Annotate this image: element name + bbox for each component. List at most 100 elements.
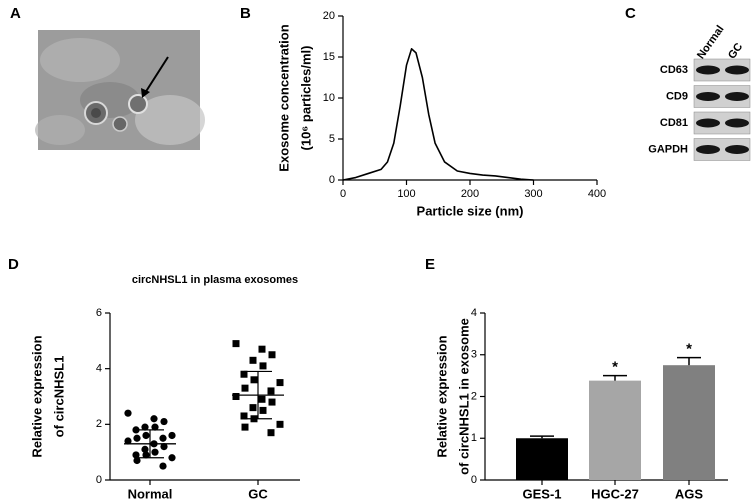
point	[159, 462, 167, 470]
error-bar	[677, 356, 701, 366]
y-tick-label: 5	[329, 133, 335, 145]
x-tick-label: Normal	[128, 486, 173, 501]
y-axis-label: Relative expression	[434, 335, 449, 457]
band	[696, 118, 720, 128]
y-tick-label: 6	[96, 307, 102, 319]
point	[268, 351, 276, 359]
sd-bar	[136, 429, 164, 459]
band	[725, 118, 749, 128]
y-tick-label: 4	[96, 363, 102, 375]
significance: *	[686, 341, 692, 358]
x-tick-label: 400	[588, 188, 606, 200]
point	[151, 423, 159, 431]
y-tick-label: 2	[471, 390, 477, 402]
point	[241, 423, 249, 431]
x-tick-label: 300	[524, 188, 542, 200]
point	[240, 412, 248, 420]
point	[168, 454, 176, 462]
point	[142, 431, 150, 440]
band	[725, 65, 749, 75]
row-label: CD63	[660, 64, 688, 76]
panel-label: C	[625, 5, 636, 22]
point	[241, 384, 249, 392]
blot-strip	[693, 111, 751, 135]
error-bar	[530, 435, 554, 439]
y-tick-label: 15	[323, 51, 335, 63]
point	[160, 443, 168, 451]
y-axis-label: (10⁶ particles/ml)	[298, 46, 313, 151]
tem-image	[35, 30, 205, 150]
y-axis-label: of circNHSL1	[51, 356, 66, 438]
y-tick-label: 20	[323, 10, 335, 22]
point	[232, 340, 240, 348]
x-tick-label: HGC-27	[591, 486, 639, 501]
chart-title: circNHSL1 in plasma exosomes	[132, 274, 298, 286]
point	[132, 451, 140, 459]
band	[725, 92, 749, 101]
point	[259, 406, 267, 414]
y-tick-label: 10	[323, 92, 335, 104]
x-tick-label: 0	[340, 188, 346, 200]
panel-label: A	[10, 5, 21, 22]
y-tick-label: 0	[329, 174, 335, 186]
y-tick-label: 4	[471, 307, 477, 319]
blot: CD63 CD9 CD81 GAPDH	[648, 58, 751, 161]
lane-label: GC	[726, 41, 745, 61]
error-bar	[603, 374, 627, 381]
bar	[589, 380, 641, 480]
y-tick-label: 2	[96, 418, 102, 430]
point	[151, 448, 159, 456]
band	[696, 92, 720, 101]
row-label: GAPDH	[648, 143, 688, 155]
point	[124, 409, 132, 417]
row-label: CD9	[666, 90, 688, 102]
y-axis-label: Exosome concentration	[276, 24, 291, 171]
panel-label: B	[240, 5, 251, 22]
band	[725, 145, 749, 154]
y-tick-label: 1	[471, 432, 477, 444]
point	[232, 393, 240, 400]
point	[276, 420, 284, 428]
x-axis-label: Particle size (nm)	[417, 203, 524, 218]
x-tick-label: 100	[397, 188, 415, 200]
sd-bar	[244, 370, 272, 420]
point	[259, 362, 267, 370]
point	[168, 431, 176, 440]
point	[249, 356, 257, 364]
y-tick-label: 0	[96, 474, 102, 486]
point	[150, 415, 158, 423]
bar	[663, 365, 715, 480]
x-tick-label: GES-1	[522, 486, 561, 501]
point	[159, 434, 167, 442]
point	[276, 379, 284, 387]
point	[250, 376, 258, 384]
x-tick-label: AGS	[675, 486, 704, 501]
point	[268, 398, 276, 406]
point	[160, 417, 168, 426]
y-axis-label: of circNHSL1 in exosome	[456, 318, 471, 475]
bar	[516, 438, 568, 480]
panel-label: E	[425, 256, 435, 273]
point	[267, 429, 275, 437]
panel-label: D	[8, 256, 19, 273]
y-tick-label: 3	[471, 349, 477, 361]
line	[342, 47, 534, 181]
point	[240, 370, 248, 378]
blot-strip	[693, 58, 751, 82]
point	[133, 434, 141, 442]
point	[124, 437, 132, 445]
band	[696, 65, 720, 75]
x-tick-label: 200	[461, 188, 479, 200]
y-tick-label: 0	[471, 474, 477, 486]
blot-strip	[693, 85, 751, 108]
y-axis-label: Relative expression	[29, 335, 44, 457]
significance: *	[612, 359, 618, 376]
point	[249, 404, 257, 412]
x-tick-label: GC	[248, 486, 268, 501]
point	[133, 456, 141, 465]
point	[141, 445, 149, 453]
point	[258, 345, 266, 353]
point	[141, 423, 149, 431]
